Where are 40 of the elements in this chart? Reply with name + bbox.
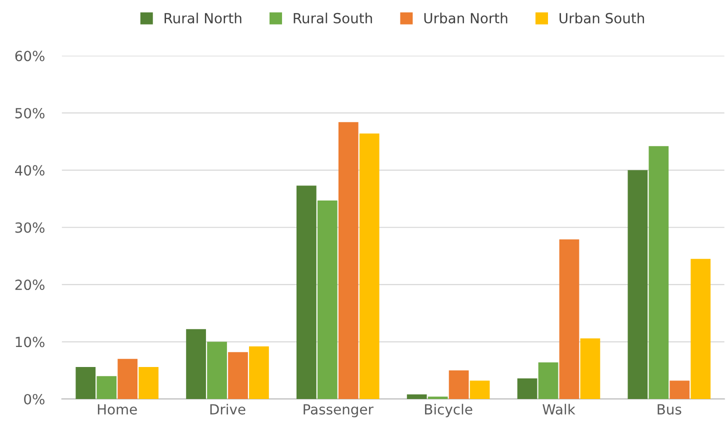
y-tick-label: 0%	[24, 394, 44, 404]
bar	[338, 122, 358, 399]
y-tick-label: 10%	[16, 336, 44, 348]
bar	[517, 378, 538, 399]
bar	[249, 346, 269, 399]
bar	[580, 338, 600, 399]
bar	[538, 362, 558, 399]
bar	[296, 186, 316, 399]
bar	[628, 170, 648, 399]
bar	[406, 394, 427, 399]
bar	[648, 146, 669, 399]
bar	[559, 239, 580, 399]
x-tick-label: Passenger	[304, 404, 374, 418]
bar	[690, 258, 711, 399]
legend-label: Rural North	[164, 12, 242, 24]
bar	[138, 366, 158, 399]
bar	[207, 342, 227, 399]
bar	[76, 366, 96, 399]
legend-label: Rural South	[294, 12, 372, 24]
legend-label: Urban North	[424, 12, 508, 24]
bar	[228, 352, 248, 399]
bar	[186, 329, 206, 399]
y-tick-label: 60%	[15, 50, 44, 62]
legend-label: Urban South	[560, 12, 644, 24]
x-tick-label: Drive	[210, 404, 246, 415]
x-tick-label: Bicycle	[425, 404, 472, 418]
x-tick-label: Bus	[658, 404, 682, 415]
bar	[448, 370, 469, 399]
y-tick-label: 40%	[15, 165, 44, 176]
bar	[317, 200, 338, 399]
bar	[670, 380, 690, 399]
bar	[470, 380, 490, 399]
y-tick-label: 30%	[15, 222, 44, 233]
x-tick-label: Walk	[542, 404, 576, 415]
bar	[359, 134, 380, 399]
bar	[118, 358, 138, 399]
y-tick-label: 20%	[15, 280, 44, 290]
y-tick-label: 50%	[15, 108, 44, 118]
bar	[96, 376, 117, 399]
x-tick-label: Home	[98, 404, 137, 415]
